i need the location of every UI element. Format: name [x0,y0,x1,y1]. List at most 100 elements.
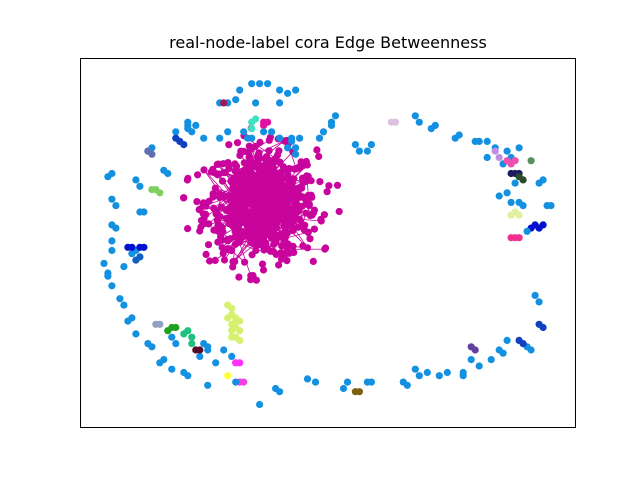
satellite-node [488,356,495,363]
main-cluster-node [198,217,205,224]
main-cluster-node [324,188,331,195]
satellite-node [148,151,155,158]
satellite-node [416,119,423,126]
satellite-node [292,144,299,151]
satellite-node [236,87,243,94]
satellite-node [172,340,179,347]
main-cluster-node [322,244,329,251]
satellite-node [264,119,271,126]
satellite-node [468,356,475,363]
satellite-node [140,208,147,215]
satellite-node [344,379,351,386]
main-cluster-node [232,233,239,240]
main-cluster-node [285,176,292,183]
satellite-node [104,269,111,276]
main-cluster-node [246,143,253,150]
satellite-node [216,135,223,142]
satellite-node [164,170,171,177]
main-cluster-node [214,217,221,224]
main-cluster-node [236,152,243,159]
main-cluster-node [275,261,282,268]
main-cluster-node [251,207,258,214]
main-cluster-node [289,210,296,217]
main-cluster-node [194,171,201,178]
satellite-node [276,135,283,142]
satellite-node [172,128,179,135]
main-cluster-node [280,163,287,170]
main-cluster-node [299,179,306,186]
main-cluster-node [313,146,320,153]
main-cluster-node [266,217,273,224]
satellite-node [232,379,239,386]
satellite-node [200,135,207,142]
satellite-node [108,282,115,289]
satellite-node [516,212,523,219]
main-cluster-node [306,235,313,242]
main-cluster-node [184,175,191,182]
main-cluster-node [259,224,266,231]
satellite-node [496,346,503,353]
satellite-node [340,385,347,392]
satellite-node [196,353,203,360]
satellite-node [508,212,515,219]
satellite-node [532,292,539,299]
satellite-node [156,321,163,328]
satellite-node [484,154,491,161]
main-cluster-node [196,227,203,234]
satellite-node [288,135,295,142]
satellite-node [364,379,371,386]
satellite-node [120,263,127,270]
satellite-node [140,244,147,251]
main-cluster-node [303,172,310,179]
satellite-node [172,324,179,331]
main-cluster-node [224,245,231,252]
satellite-node [264,80,271,87]
main-cluster-node [247,168,254,175]
satellite-node [292,151,299,158]
satellite-node [212,359,219,366]
plot-frame [81,59,576,428]
satellite-node [268,128,275,135]
main-cluster-node [210,227,217,234]
main-cluster-node [315,153,322,160]
satellite-node [224,372,231,379]
satellite-node [204,382,211,389]
satellite-node [156,189,163,196]
satellite-node [547,202,554,209]
main-cluster-node [281,215,288,222]
satellite-node [220,99,227,106]
satellite-node [240,379,247,386]
main-cluster-node [264,203,271,210]
satellite-node [304,375,311,382]
main-cluster-node [336,208,343,215]
main-cluster-node [231,258,238,265]
main-cluster-node [283,187,290,194]
satellite-node [432,122,439,129]
main-cluster-node [213,208,220,215]
main-cluster-node [270,186,277,193]
satellite-node [284,90,291,97]
satellite-node [108,247,115,254]
main-cluster-node [251,174,258,181]
satellite-node [536,298,543,305]
main-cluster-node [310,258,317,265]
satellite-node [260,128,267,135]
satellite-node [412,112,419,119]
satellite-node [220,346,227,353]
satellite-node [256,80,263,87]
satellite-node [224,302,231,309]
main-cluster-node [229,210,236,217]
satellite-node [232,96,239,103]
satellite-node [504,189,511,196]
main-cluster-node [259,191,266,198]
main-cluster-node [274,152,281,159]
satellite-node [108,170,115,177]
main-cluster-node [296,194,303,201]
satellite-node [460,372,467,379]
satellite-node [484,138,491,145]
satellite-node [368,141,375,148]
satellite-node [276,99,283,106]
main-cluster-node [299,242,306,249]
satellite-node [168,366,175,373]
